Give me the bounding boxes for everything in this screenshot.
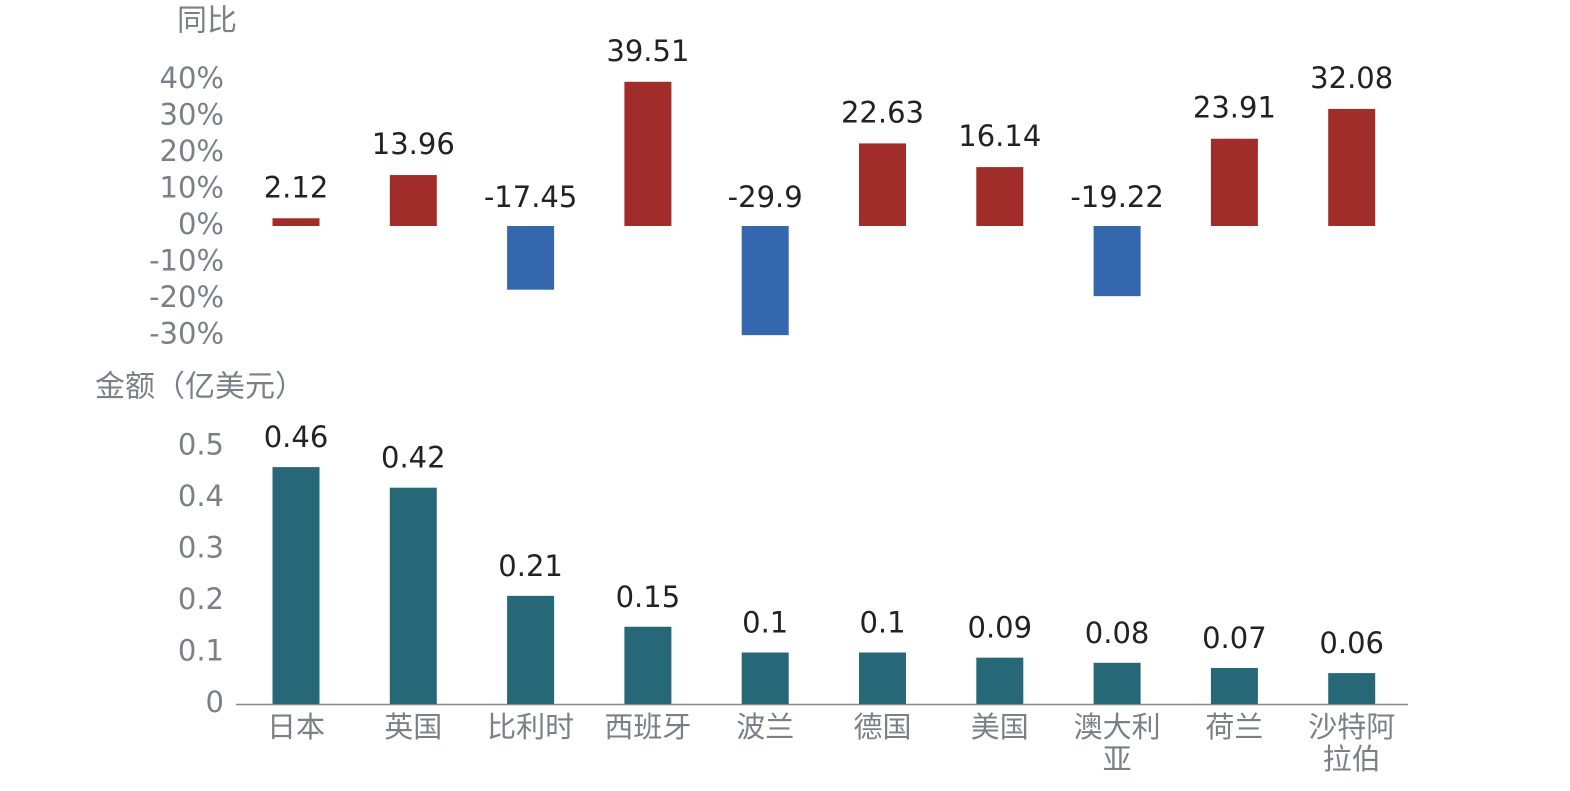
bottom-y-tick-label: 0.3 — [178, 531, 224, 565]
top-bar — [859, 143, 906, 226]
x-category-label: 德国 — [853, 710, 911, 744]
top-y-tick-label: -10% — [149, 244, 224, 278]
top-bar — [389, 175, 437, 226]
top-bar-value-label: 22.63 — [841, 95, 924, 129]
top-bar-value-label: 39.51 — [606, 34, 689, 68]
x-category-label: 沙特阿 — [1308, 710, 1395, 744]
bottom-bar — [976, 657, 1024, 704]
top-y-tick-label: 20% — [160, 134, 224, 168]
bottom-bar-value-label: 0.21 — [498, 549, 563, 583]
x-category-label: 荷兰 — [1205, 710, 1263, 744]
bottom-bar-value-label: 0.42 — [381, 441, 446, 475]
x-category-label: 英国 — [384, 710, 442, 744]
bottom-bar — [624, 626, 672, 704]
x-category-label: 西班牙 — [604, 710, 691, 744]
top-bar-value-label: -17.45 — [484, 180, 578, 214]
x-category-label: 拉伯 — [1323, 742, 1381, 776]
top-y-tick-label: 0% — [178, 207, 224, 241]
top-bar-value-label: -29.9 — [728, 180, 803, 214]
top-bar — [624, 81, 672, 226]
bottom-y-tick-label: 0.4 — [178, 479, 224, 513]
x-category-label: 比利时 — [487, 710, 574, 744]
bottom-bar-value-label: 0.15 — [616, 580, 681, 614]
bottom-bar — [507, 595, 555, 704]
top-bar — [272, 218, 320, 226]
bottom-bar — [741, 652, 789, 704]
x-category-label: 波兰 — [736, 710, 794, 744]
bottom-y-tick-label: 0.5 — [178, 428, 224, 462]
top-bar-value-label: 32.08 — [1310, 61, 1393, 95]
top-y-tick-label: 10% — [160, 171, 224, 205]
top-y-tick-label: 40% — [160, 61, 224, 95]
bottom-bar — [1328, 673, 1376, 704]
bottom-bar — [272, 467, 320, 704]
bottom-y-tick-label: 0 — [206, 685, 224, 719]
top-y-tick-label: -30% — [149, 317, 224, 351]
top-bar — [1210, 138, 1258, 226]
top-bar — [741, 226, 789, 336]
top-bar — [507, 226, 555, 290]
bottom-bar-value-label: 0.1 — [742, 606, 788, 640]
bottom-bar-value-label: 0.09 — [968, 611, 1033, 645]
x-category-label: 美国 — [971, 710, 1029, 744]
top-bar-value-label: -19.22 — [1070, 180, 1164, 214]
bottom-bar-value-label: 0.46 — [264, 420, 329, 454]
top-bar-value-label: 13.96 — [372, 127, 455, 161]
bottom-y-tick-label: 0.2 — [178, 582, 224, 616]
bottom-bar-value-label: 0.1 — [859, 606, 905, 640]
bottom-bar-value-label: 0.07 — [1202, 621, 1267, 655]
top-bar — [976, 167, 1024, 226]
top-bar-value-label: 16.14 — [958, 119, 1041, 153]
x-category-label: 日本 — [267, 710, 325, 744]
bottom-y-tick-label: 0.1 — [178, 634, 224, 668]
x-category-label: 澳大利 — [1074, 710, 1161, 744]
top-y-tick-label: -20% — [149, 280, 224, 314]
bottom-bar — [859, 652, 906, 704]
top-bar — [1093, 226, 1141, 297]
top-bar-value-label: 2.12 — [264, 170, 329, 204]
x-category-label: 亚 — [1103, 742, 1132, 776]
top-y-axis-title: 同比 — [177, 4, 237, 39]
bottom-bar-value-label: 0.06 — [1319, 626, 1384, 660]
bottom-bar — [1210, 667, 1258, 704]
bottom-bar — [389, 487, 437, 704]
bottom-bar-value-label: 0.08 — [1085, 616, 1150, 650]
top-bar — [1328, 108, 1376, 226]
top-y-tick-label: 30% — [160, 98, 224, 132]
top-bar-value-label: 23.91 — [1193, 91, 1276, 125]
bottom-y-axis-title: 金额（亿美元） — [95, 370, 305, 405]
bottom-bar — [1093, 662, 1141, 704]
